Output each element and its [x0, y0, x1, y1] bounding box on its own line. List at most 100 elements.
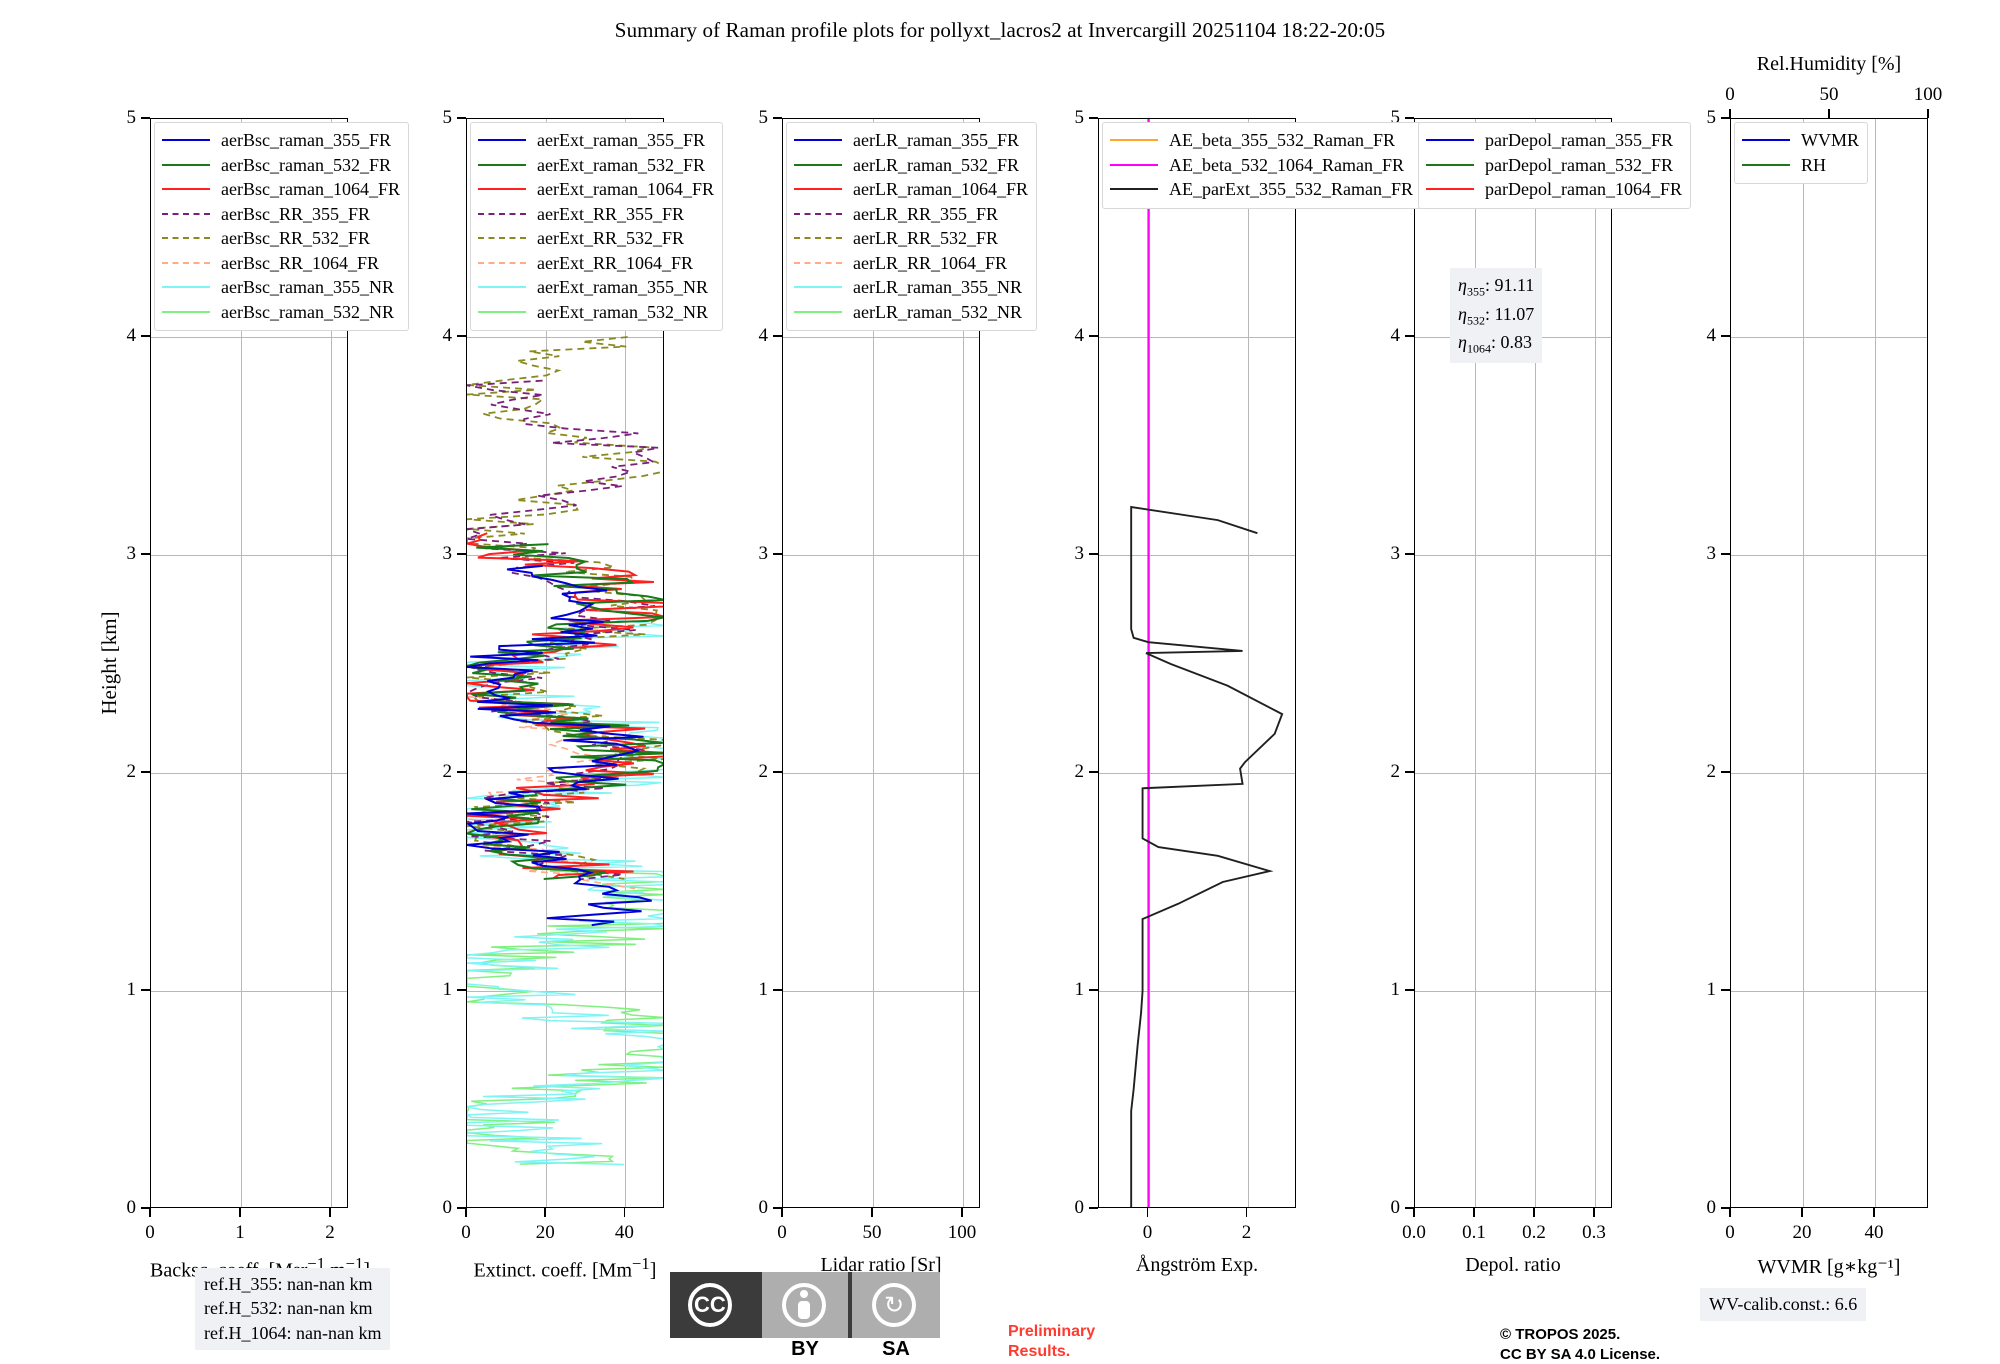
x-tick-label-top: 100	[1913, 84, 1943, 105]
x-tick	[149, 1208, 151, 1217]
plot-panel-angstrom: 0 1 2 3 4 5 0 2 Ångström Exp. AE_beta_355_532_Ram…	[1075, 107, 1422, 1276]
y-tick-label: 1	[1706, 979, 1717, 1000]
x-tick	[329, 1208, 331, 1217]
x-tick	[239, 1208, 241, 1217]
x-tick	[623, 1208, 626, 1217]
x-tick-top	[1828, 109, 1830, 118]
cc-sa-label: SA	[882, 1338, 910, 1360]
gridline-h	[467, 991, 663, 992]
gridline-h	[151, 337, 347, 338]
legend-swatch	[1742, 163, 1790, 166]
legend-item[interactable]: aerBsc_RR_532_FR	[162, 226, 400, 251]
gridline-h	[1099, 555, 1295, 556]
y-tick	[1721, 117, 1730, 119]
legend-swatch	[794, 261, 842, 264]
y-tick	[1089, 771, 1098, 773]
x-tick-label: 0.1	[1462, 1222, 1486, 1243]
legend-item[interactable]: aerExt_raman_355_FR	[478, 128, 714, 153]
legend-item[interactable]: aerBsc_raman_355_NR	[162, 275, 400, 300]
legend-item[interactable]: aerExt_raman_1064_FR	[478, 177, 714, 202]
y-tick	[773, 771, 782, 773]
gridline-h	[1731, 991, 1927, 992]
legend-item[interactable]: aerExt_raman_532_NR	[478, 300, 714, 325]
legend-item[interactable]: AE_beta_532_1064_Raman_FR	[1110, 153, 1413, 178]
legend-item[interactable]: aerLR_RR_1064_FR	[794, 251, 1028, 276]
legend-item[interactable]: aerBsc_RR_355_FR	[162, 202, 400, 227]
legend-item[interactable]: RH	[1742, 153, 1859, 178]
legend-label: aerBsc_raman_355_NR	[221, 277, 394, 298]
x-tick-label: 20	[1792, 1222, 1812, 1243]
legend-item[interactable]: AE_beta_355_532_Raman_FR	[1110, 128, 1413, 153]
x-tick-label: 0.2	[1522, 1222, 1546, 1243]
legend-item[interactable]: aerBsc_raman_532_NR	[162, 300, 400, 325]
y-tick	[1721, 989, 1730, 991]
legend-swatch	[478, 212, 526, 215]
legend-label: aerExt_raman_355_FR	[537, 130, 705, 151]
legend-item[interactable]: parDepol_raman_355_FR	[1426, 128, 1682, 153]
legend-label: AE_parExt_355_532_Raman_FR	[1169, 179, 1413, 200]
legend-label: aerBsc_RR_355_FR	[221, 203, 371, 224]
y-tick	[457, 989, 466, 991]
legend-backscatter[interactable]: aerBsc_raman_355_FR aerBsc_raman_532_FR ae…	[154, 122, 409, 331]
legend-item[interactable]: aerLR_raman_355_FR	[794, 128, 1028, 153]
x-tick-top	[1729, 109, 1731, 118]
person-icon-head	[800, 1290, 808, 1298]
y-tick-label: 2	[442, 761, 453, 782]
legend-item[interactable]: aerBsc_raman_1064_FR	[162, 177, 400, 202]
legend-item[interactable]: aerLR_RR_532_FR	[794, 226, 1028, 251]
legend-wvmr-rh[interactable]: WVMR RH	[1734, 122, 1868, 184]
legend-item[interactable]: aerLR_raman_532_NR	[794, 300, 1028, 325]
gridline-h	[1099, 773, 1295, 774]
eta-row: η532: 11.07	[1458, 303, 1535, 328]
plot-panel-depol-ratio: 0 1 2 3 4 5 0.0 0.1 0.2 0.3 Depol. ratio parDepol_r…	[1391, 107, 1691, 1276]
gridline-v	[1535, 119, 1536, 1207]
legend-depol-ratio[interactable]: parDepol_raman_355_FR parDepol_raman_532_…	[1418, 122, 1691, 209]
legend-extinction[interactable]: aerExt_raman_355_FR aerExt_raman_532_FR ae…	[470, 122, 723, 331]
legend-item[interactable]: AE_parExt_355_532_Raman_FR	[1110, 177, 1413, 202]
legend-item[interactable]: aerExt_raman_532_FR	[478, 153, 714, 178]
legend-item[interactable]: WVMR	[1742, 128, 1859, 153]
legend-item[interactable]: aerBsc_RR_1064_FR	[162, 251, 400, 276]
legend-item[interactable]: aerLR_raman_1064_FR	[794, 177, 1028, 202]
legend-label: aerLR_RR_355_FR	[853, 203, 999, 224]
y-tick	[1405, 989, 1414, 991]
legend-item[interactable]: aerBsc_raman_355_FR	[162, 128, 400, 153]
legend-item[interactable]: aerBsc_raman_532_FR	[162, 153, 400, 178]
gridline-v	[1875, 119, 1876, 1207]
legend-label: aerExt_raman_355_NR	[537, 277, 708, 298]
legend-item[interactable]: aerLR_raman_355_NR	[794, 275, 1028, 300]
legend-angstrom[interactable]: AE_beta_355_532_Raman_FR AE_beta_532_1064…	[1102, 122, 1422, 209]
legend-item[interactable]: parDepol_raman_1064_FR	[1426, 177, 1682, 202]
gridline-h	[1731, 773, 1927, 774]
legend-item[interactable]: aerExt_RR_532_FR	[478, 226, 714, 251]
legend-item[interactable]: aerExt_RR_1064_FR	[478, 251, 714, 276]
x-tick-label: 0.0	[1402, 1222, 1426, 1243]
gridline-h	[1731, 337, 1927, 338]
legend-item[interactable]: aerLR_RR_355_FR	[794, 202, 1028, 227]
legend-item[interactable]: parDepol_raman_532_FR	[1426, 153, 1682, 178]
legend-label: aerLR_raman_355_FR	[853, 130, 1019, 151]
data-layer-angstrom	[1130, 119, 1284, 1207]
legend-item[interactable]: aerExt_raman_355_NR	[478, 275, 714, 300]
y-tick	[457, 117, 466, 119]
x-tick-label: 2	[325, 1222, 335, 1243]
x-tick-label: 0	[1725, 1222, 1735, 1243]
legend-item[interactable]: aerLR_raman_532_FR	[794, 153, 1028, 178]
y-tick-label: 5	[1706, 107, 1717, 128]
y-tick-label: 0	[758, 1197, 769, 1218]
y-tick	[1089, 989, 1098, 991]
x-tick-label: 50	[862, 1222, 882, 1243]
legend-item[interactable]: aerExt_RR_355_FR	[478, 202, 714, 227]
y-tick-label: 1	[126, 979, 137, 1000]
gridline-v	[241, 119, 242, 1207]
y-tick	[1089, 1207, 1098, 1209]
x-tick-label: 0	[777, 1222, 787, 1243]
legend-swatch	[162, 212, 210, 215]
legend-label: aerExt_raman_1064_FR	[537, 179, 714, 200]
legend-label: aerLR_RR_532_FR	[853, 228, 999, 249]
x-tick-label: 0	[1142, 1222, 1153, 1243]
legend-label: aerBsc_RR_532_FR	[221, 228, 371, 249]
y-tick-label: 4	[1390, 325, 1401, 346]
legend-swatch	[478, 237, 526, 240]
legend-lidar-ratio[interactable]: aerLR_raman_355_FR aerLR_raman_532_FR aerL…	[786, 122, 1037, 331]
